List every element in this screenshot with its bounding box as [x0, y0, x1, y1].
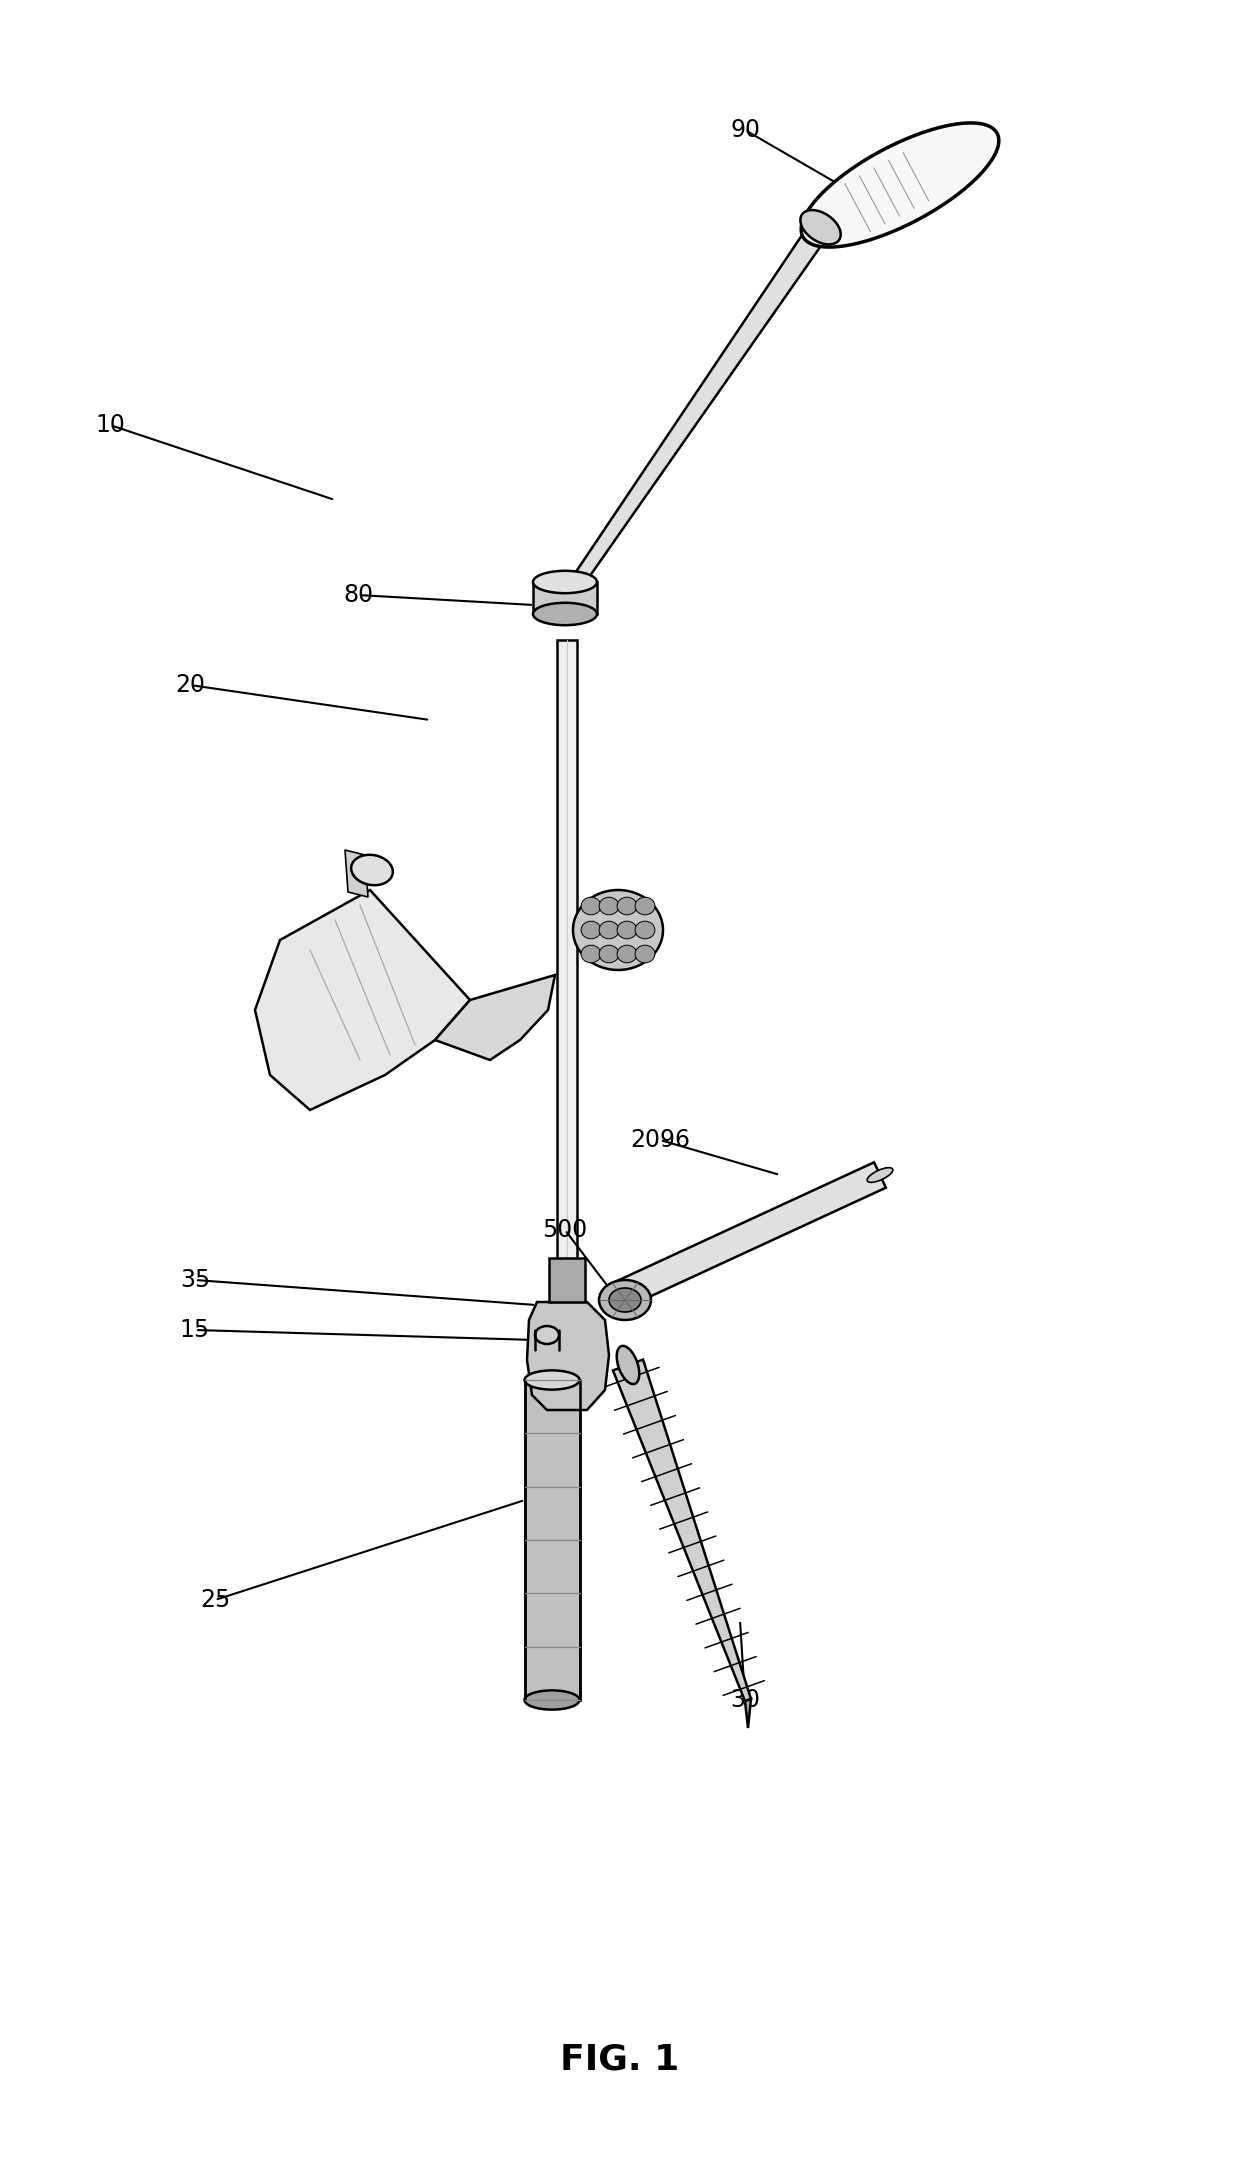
Polygon shape	[745, 1699, 751, 1727]
Text: 90: 90	[730, 119, 760, 143]
Ellipse shape	[351, 854, 393, 884]
Polygon shape	[255, 891, 470, 1109]
Ellipse shape	[618, 921, 637, 938]
Ellipse shape	[582, 897, 601, 915]
Ellipse shape	[618, 897, 637, 915]
Polygon shape	[435, 975, 556, 1059]
Ellipse shape	[635, 897, 655, 915]
Polygon shape	[533, 582, 596, 614]
Text: 35: 35	[180, 1267, 210, 1293]
Ellipse shape	[800, 210, 841, 244]
Ellipse shape	[635, 945, 655, 962]
Polygon shape	[614, 1163, 885, 1308]
Polygon shape	[557, 640, 577, 1580]
Text: 10: 10	[95, 413, 125, 437]
Polygon shape	[801, 123, 999, 246]
Ellipse shape	[582, 921, 601, 938]
Polygon shape	[527, 1302, 609, 1410]
Ellipse shape	[525, 1691, 579, 1710]
Text: 20: 20	[175, 672, 205, 696]
Text: FIG. 1: FIG. 1	[560, 2043, 680, 2078]
Text: 15: 15	[180, 1319, 210, 1343]
Ellipse shape	[609, 1289, 641, 1312]
Ellipse shape	[573, 891, 663, 971]
Polygon shape	[345, 850, 368, 897]
Ellipse shape	[599, 897, 619, 915]
Ellipse shape	[635, 921, 655, 938]
Ellipse shape	[582, 945, 601, 962]
Polygon shape	[525, 1379, 579, 1699]
Ellipse shape	[599, 945, 619, 962]
Text: 25: 25	[200, 1589, 231, 1613]
Text: 30: 30	[730, 1689, 760, 1712]
Ellipse shape	[599, 921, 619, 938]
Polygon shape	[549, 1258, 585, 1302]
Ellipse shape	[616, 1347, 640, 1384]
Polygon shape	[559, 221, 830, 603]
Text: 2096: 2096	[630, 1129, 689, 1152]
Ellipse shape	[525, 1371, 579, 1390]
Ellipse shape	[618, 945, 637, 962]
Ellipse shape	[599, 1280, 651, 1321]
Text: 80: 80	[343, 584, 373, 608]
Ellipse shape	[533, 603, 596, 625]
Text: 500: 500	[542, 1217, 588, 1241]
Ellipse shape	[534, 1325, 559, 1345]
Polygon shape	[613, 1360, 751, 1701]
Ellipse shape	[533, 571, 596, 592]
Ellipse shape	[867, 1167, 893, 1183]
